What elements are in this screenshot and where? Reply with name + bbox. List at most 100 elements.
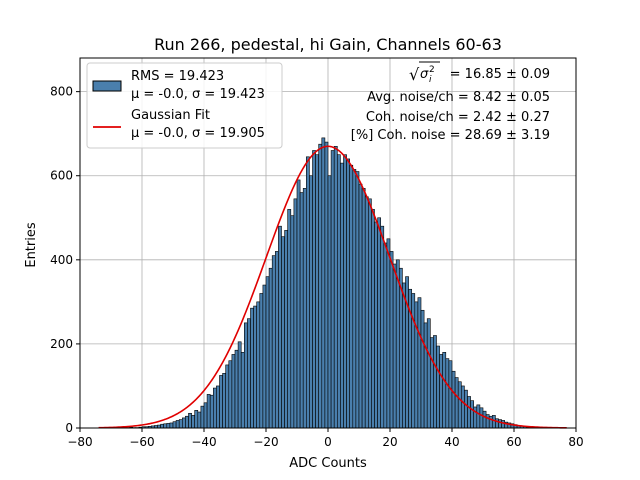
histogram-bar: [482, 410, 487, 429]
histogram-bar: [479, 407, 484, 429]
legend-fit-label-line2: μ = -0.0, σ = 19.905: [131, 126, 265, 141]
histogram-bar: [274, 251, 279, 429]
histogram-bar: [278, 225, 282, 429]
histogram-bar: [182, 417, 186, 429]
histogram-bar: [464, 389, 468, 429]
histogram-bar: [355, 171, 360, 429]
legend-histogram-label-line2: μ = -0.0, σ = 19.423: [131, 87, 265, 102]
histogram-bar: [380, 225, 385, 429]
histogram-bar: [191, 415, 196, 429]
histogram-bar: [166, 423, 171, 429]
histogram-bar: [358, 183, 363, 429]
histogram-bar: [445, 358, 450, 429]
histogram-bar: [392, 263, 397, 429]
histogram-bar: [377, 217, 382, 429]
histogram-bar: [216, 385, 220, 429]
x-tick-label: 60: [506, 435, 521, 449]
sigma-subscript: i: [429, 75, 432, 85]
histogram-bar: [346, 158, 351, 429]
histogram-bar: [448, 360, 453, 429]
legend: RMS = 19.423 μ = -0.0, σ = 19.423 Gaussi…: [86, 62, 283, 149]
histogram-bar: [284, 230, 289, 429]
histogram-bar: [454, 377, 459, 429]
histogram-bar: [253, 305, 258, 429]
histogram-bar: [501, 420, 506, 429]
histogram-bar: [476, 404, 481, 429]
histogram-bar: [290, 215, 295, 429]
sigma-annotation: √ σ 2 i = 16.85 ± 0.09: [409, 61, 550, 85]
x-tick-label: 40: [444, 435, 459, 449]
histogram-bar: [426, 318, 431, 429]
histogram-bar: [305, 156, 310, 429]
histogram-bar: [457, 381, 462, 429]
histogram-bar: [460, 385, 465, 429]
histogram-bar: [467, 396, 471, 429]
histogram-bar: [470, 400, 475, 429]
histogram-bar: [262, 284, 267, 429]
x-tick-label: −40: [191, 435, 216, 449]
histogram-bar: [188, 412, 192, 429]
x-tick-label: −80: [67, 435, 92, 449]
histogram-bar: [495, 418, 499, 429]
histogram-bar: [200, 405, 205, 429]
histogram-bar: [315, 154, 320, 429]
legend-box: [86, 62, 283, 149]
histogram-bar: [343, 154, 347, 429]
histogram-bar: [256, 301, 261, 429]
histogram-bar: [439, 354, 444, 429]
histogram-bar: [367, 198, 372, 429]
annotation-coh-noise: Coh. noise/ch = 2.42 ± 0.27: [366, 110, 550, 125]
x-tick-label: 80: [568, 435, 583, 449]
histogram-bar: [330, 150, 335, 429]
plot-area: −80 −60 −40 −20 0 20 40 60 80 0 200 400 600 800: [50, 57, 584, 449]
histogram-bar: [240, 352, 245, 429]
histogram-bar: [312, 150, 316, 429]
histogram-bar: [203, 402, 208, 429]
histogram-bar: [349, 164, 354, 429]
histogram-bar: [293, 198, 298, 429]
y-tick-label: 400: [50, 253, 73, 267]
x-axis-ticks: −80 −60 −40 −20 0 20 40 60 80: [67, 428, 584, 449]
sigma-symbol: σ: [420, 67, 429, 82]
histogram-bar: [299, 192, 304, 429]
histogram-bar: [206, 394, 211, 429]
histogram-bar: [231, 354, 236, 429]
histogram-bar: [225, 364, 230, 429]
histogram-bar: [309, 175, 313, 429]
histogram-bar: [485, 414, 490, 429]
histogram-bar: [417, 297, 422, 429]
histogram-bar: [442, 352, 447, 429]
histogram-bar: [213, 387, 217, 429]
histogram-bar: [163, 423, 168, 429]
histogram-bar: [222, 373, 227, 429]
legend-fit-label-line1: Gaussian Fit: [131, 108, 210, 123]
y-tick-label: 800: [50, 85, 73, 99]
histogram-bar: [488, 415, 493, 429]
y-tick-label: 600: [50, 169, 73, 183]
histogram-bar: [327, 175, 332, 429]
histogram-bar: [336, 154, 341, 429]
histogram-bar: [364, 196, 369, 429]
legend-histogram-label-line1: RMS = 19.423: [131, 69, 224, 84]
histogram-bar: [324, 141, 329, 429]
histogram-bar: [244, 322, 248, 429]
histogram-bar: [318, 143, 323, 429]
histogram-bar: [389, 251, 394, 429]
histogram-bar: [194, 410, 199, 429]
histogram-bar: [420, 309, 425, 429]
histogram-bar: [321, 137, 326, 429]
histogram-bar: [185, 415, 189, 429]
histogram-bar: [287, 209, 292, 429]
chart-title: Run 266, pedestal, hi Gain, Channels 60-…: [154, 35, 502, 54]
histogram-bar: [340, 162, 344, 429]
x-axis-label: ADC Counts: [289, 456, 367, 471]
histogram-bar: [498, 419, 502, 429]
histogram-bar: [383, 242, 388, 429]
histogram-bar: [197, 411, 202, 429]
histogram-bar: [237, 341, 242, 429]
histogram-bar: [265, 276, 270, 429]
histogram-bar: [371, 209, 375, 429]
histogram-bar: [433, 335, 437, 429]
annotation-avg-noise: Avg. noise/ch = 8.42 ± 0.05: [367, 90, 550, 105]
histogram-bar: [172, 421, 177, 429]
